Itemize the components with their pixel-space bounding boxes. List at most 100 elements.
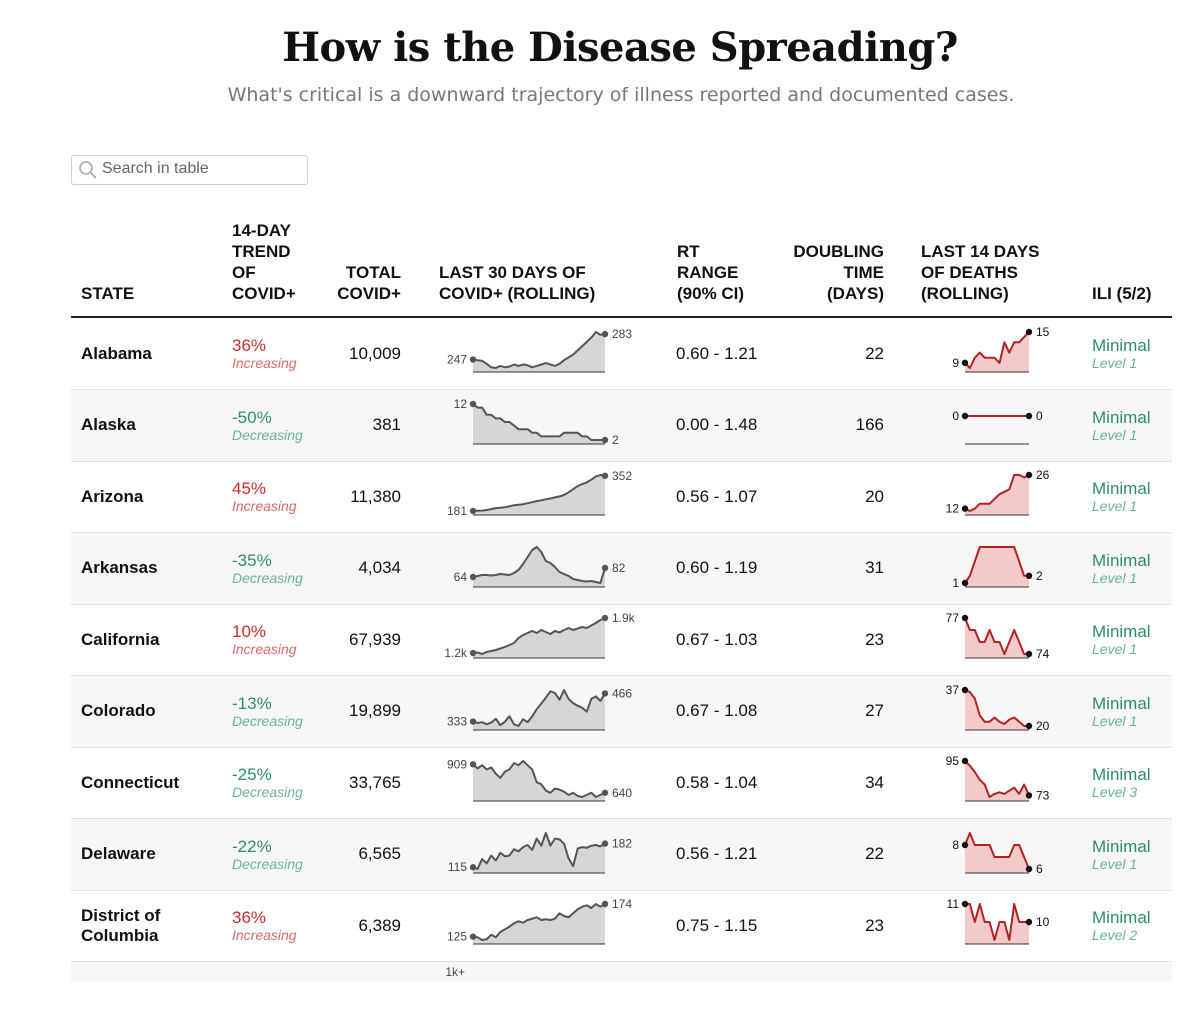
death-sparkline: 9 15 <box>952 325 1050 373</box>
header-last-30-days[interactable]: LAST 30 DAYS OF COVID+ (ROLLING) <box>439 262 595 304</box>
state-name-line: Alaska <box>81 415 136 434</box>
total-covid-value: 381 <box>372 415 401 434</box>
trend-percent: -25% <box>232 765 272 784</box>
header-doubling-time[interactable]: DOUBLING TIME (DAYS) <box>793 241 884 304</box>
ili-level: Minimal <box>1092 550 1151 570</box>
header-last30-line: LAST 30 DAYS OF <box>439 263 586 282</box>
header-trend-line: TREND <box>232 242 291 261</box>
death-sparkline: 11 10 <box>947 897 1050 945</box>
sparkline-start-label: 11 <box>947 897 960 911</box>
death-sparkline <box>933 962 1133 1033</box>
state-name-line: California <box>81 629 160 649</box>
sparkline-area <box>965 904 1029 944</box>
sparkline-start-label: 77 <box>946 611 960 625</box>
sparkline-end-dot <box>601 472 609 480</box>
search-box[interactable] <box>71 155 308 185</box>
header-rt-line: (90% CI) <box>677 284 745 303</box>
trend-label: Increasing <box>232 355 297 371</box>
sparkline-end-dot <box>1025 792 1033 799</box>
header-rt-line: RANGE <box>677 263 739 282</box>
ili-detail: Level 1 <box>1092 712 1138 729</box>
state-name: Delaware <box>81 819 221 890</box>
ili-cell: Minimal Level 1 <box>1092 622 1151 657</box>
header-trend-line: OF <box>232 263 256 282</box>
sparkline-end-label: 26 <box>1036 468 1050 482</box>
sparkline-end-label: 174 <box>612 897 632 911</box>
trend-cell: -50% Decreasing <box>232 408 303 443</box>
sparkline-end-label: 640 <box>612 786 632 800</box>
sparkline-end-label: 20 <box>1036 719 1050 733</box>
doubling-time-value: 34 <box>865 772 884 792</box>
header-deaths-line: (ROLLING) <box>921 284 1009 303</box>
page-subtitle: What's critical is a downward trajectory… <box>227 84 1015 106</box>
trend-percent: -50% <box>232 407 272 427</box>
header-deaths[interactable]: LAST 14 DAYS OF DEATHS (ROLLING) <box>921 241 1039 304</box>
sparkline-start-dot <box>469 356 477 363</box>
header-doubling-line: TIME <box>843 263 884 282</box>
search-input[interactable] <box>102 157 298 181</box>
sparkline-area <box>965 832 1029 873</box>
table-row: Arkansas -35% Decreasing 4,034 0.60 - 1.19 31… <box>71 532 1172 605</box>
header-total[interactable]: TOTAL COVID+ <box>337 262 401 304</box>
doubling-time-value: 31 <box>865 558 884 577</box>
header-rt-range[interactable]: RT RANGE (90% CI) <box>677 241 744 304</box>
state-name: California <box>81 604 221 675</box>
trend-cell: 36% Increasing <box>232 908 297 943</box>
ili-level: Minimal <box>1092 765 1151 784</box>
trend-percent: -35% <box>232 550 272 570</box>
sparkline-end-label: 466 <box>612 686 632 700</box>
sparkline-start-label: 9 <box>952 356 959 370</box>
sparkline-end-label: 82 <box>612 561 626 575</box>
sparkline-line <box>472 331 606 369</box>
header-ili[interactable]: ILI (5/2) <box>1092 283 1152 304</box>
trend-cell: 36% Increasing <box>232 336 297 371</box>
sparkline-start-dot <box>469 649 477 657</box>
sparkline-start-label: 12 <box>454 397 468 411</box>
sparkline-end-dot <box>1025 722 1033 729</box>
trend-percent: -22% <box>232 836 272 856</box>
header-divider <box>71 316 1172 318</box>
state-name-line: Arizona <box>81 486 144 506</box>
sparkline-start-dot <box>469 573 477 580</box>
total-covid-value: 10,009 <box>349 343 401 363</box>
sparkline-end-dot <box>601 436 609 443</box>
sparkline-end-dot <box>601 900 609 908</box>
table-row: 1k+ <box>71 961 1172 982</box>
sparkline-end-label: 73 <box>1036 788 1050 802</box>
total-covid-value: 19,899 <box>349 701 401 720</box>
sparkline-end-label: 10 <box>1036 915 1050 929</box>
trend-label: Increasing <box>232 641 297 657</box>
ili-cell: Minimal Level 1 <box>1092 837 1151 872</box>
sparkline-line <box>472 617 606 655</box>
sparkline-area <box>473 332 605 372</box>
sparkline-start-dot <box>961 359 969 367</box>
sparkline-end-dot <box>1025 412 1033 419</box>
search-icon <box>79 161 97 179</box>
table-row: Connecticut -25% Decreasing 33,765 0.58 - 1.… <box>71 747 1172 819</box>
sparkline-start-dot <box>469 400 477 407</box>
rt-range-value: 0.58 - 1.04 <box>676 772 758 792</box>
sparkline-area <box>965 546 1029 587</box>
sparkline-line <box>472 903 606 941</box>
sparkline-area <box>965 475 1029 515</box>
sparkline-start-label: 1.2k <box>444 646 468 660</box>
sparkline-start-label: 1k+ <box>445 965 465 979</box>
sparkline-start-label: 115 <box>448 860 467 874</box>
sparkline-start-dot <box>961 412 969 419</box>
doubling-time-value: 27 <box>865 701 884 720</box>
trend-label: Decreasing <box>232 784 303 800</box>
trend-label: Decreasing <box>232 569 303 586</box>
sparkline-area <box>473 618 605 658</box>
header-state[interactable]: STATE <box>81 283 134 304</box>
sparkline-start-dot <box>961 579 969 586</box>
ili-cell: Minimal Level 1 <box>1092 694 1151 729</box>
trend-label: Increasing <box>232 927 297 943</box>
total-covid-value: 4,034 <box>358 558 401 577</box>
rt-range-value: 0.60 - 1.19 <box>676 558 758 577</box>
rt-range-value: 0.56 - 1.21 <box>676 844 758 863</box>
header-trend[interactable]: 14-DAY TREND OF COVID+ <box>232 220 296 304</box>
state-name-line: Colorado <box>81 701 156 720</box>
death-sparkline: 77 74 <box>946 611 1050 661</box>
sparkline-area <box>473 832 605 873</box>
